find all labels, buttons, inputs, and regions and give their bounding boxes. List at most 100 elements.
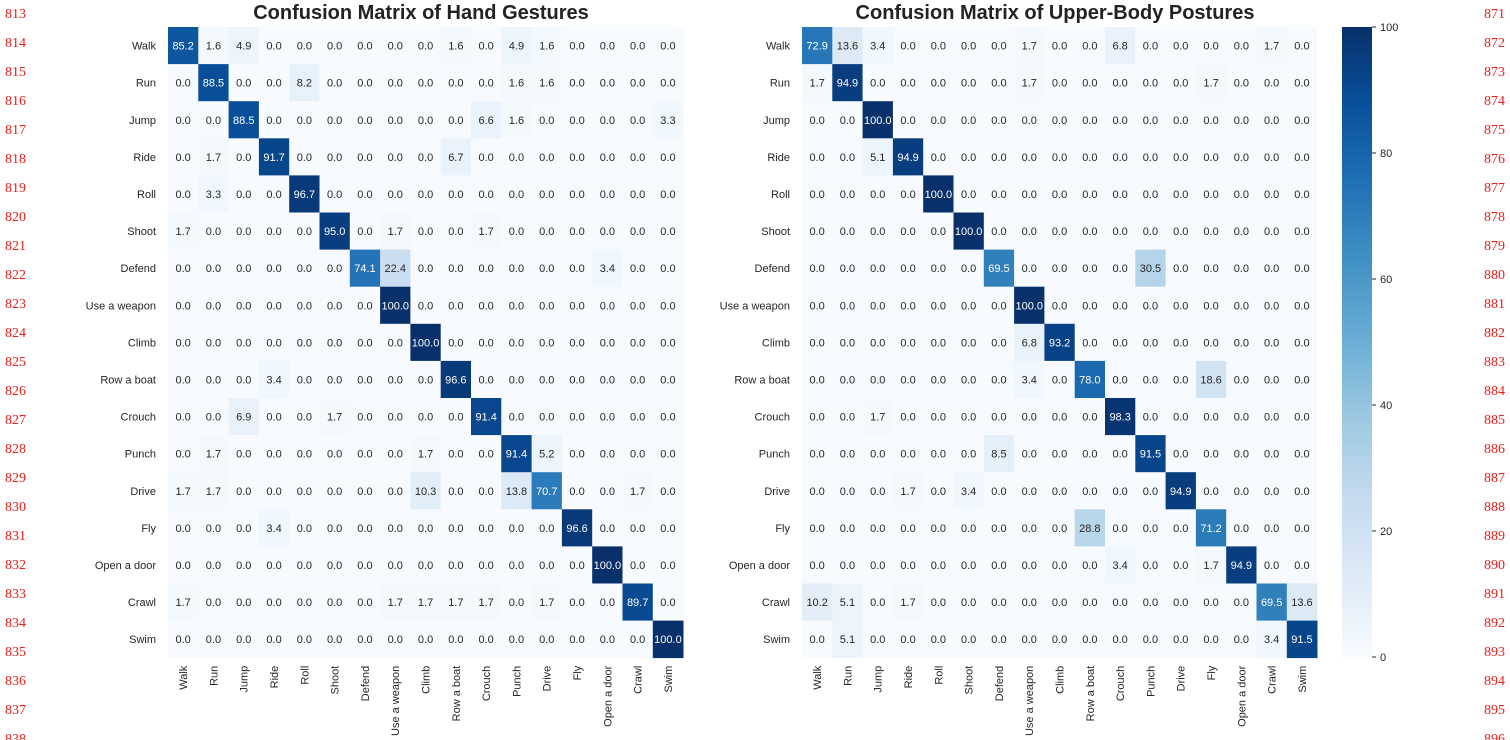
posture-cell [1286,472,1318,510]
hand-cell-value: 0.0 [357,634,372,646]
posture-cell [983,175,1015,213]
posture-cell [983,435,1015,473]
posture-cell-value: 0.0 [1173,560,1188,572]
posture-cell-value: 0.0 [840,560,855,572]
hand-cell [471,175,502,213]
hand-cell-value: 0.0 [297,115,312,127]
posture-cell [832,212,863,250]
hand-cell-value: 0.0 [206,597,221,609]
hand-cell [501,175,532,213]
hand-cell [410,249,442,288]
hand-cell [440,323,472,362]
hand-cell [410,435,442,473]
hand-cell [561,101,593,139]
hand-cell [258,249,290,288]
hand-cell [622,360,654,399]
posture-cell [983,101,1015,139]
posture-cell-value: 0.0 [1052,300,1067,312]
posture-cell-value: 0.0 [961,115,976,127]
hand-cell [561,398,593,436]
posture-cell [983,249,1015,288]
posture-cell [1074,509,1106,547]
posture-cell [923,546,954,584]
posture-cell-value: 0.0 [1113,115,1128,127]
posture-cell-value: 3.4 [1264,634,1279,646]
posture-cell [983,27,1015,65]
line-number: 815 [5,65,26,80]
hand-cell-value: 0.0 [297,300,312,312]
posture-cell-value: 0.0 [931,560,946,572]
posture-cell-value: 0.0 [931,374,946,386]
posture-cell [1286,138,1318,176]
hand-cell [652,249,684,288]
hand-cell-value: 0.0 [206,374,221,386]
hand-cell-value: 22.4 [385,263,406,275]
line-number: 871 [1484,7,1505,22]
hand-cell [622,435,654,473]
posture-cell [1195,212,1227,250]
posture-cell-value: 0.0 [1173,115,1188,127]
hand-row-label: Punch [125,449,156,461]
hand-cell-value: 0.0 [448,412,463,424]
posture-cell-value: 0.0 [931,486,946,498]
posture-cell-value: 0.0 [1173,597,1188,609]
line-number: 893 [1484,645,1505,660]
hand-cell-value: 0.0 [418,189,433,201]
posture-cell [1044,546,1076,584]
hand-cell [531,101,563,139]
hand-cell [380,360,411,399]
hand-cell-value: 0.0 [266,634,281,646]
posture-cell-value: 0.0 [1264,263,1279,275]
posture-cell [1074,435,1106,473]
hand-cell [168,27,199,65]
posture-cell [1256,27,1288,65]
hand-cell-value: 1.7 [418,449,433,461]
posture-cell [862,472,894,510]
posture-cell [1044,27,1076,65]
posture-cell-value: 1.7 [1203,78,1218,90]
colorbar-gradient [1342,27,1372,657]
posture-cell-value: 0.0 [1294,226,1309,238]
hand-cell-value: 0.0 [388,634,403,646]
hand-cell [410,509,442,547]
posture-cell [1286,360,1318,399]
posture-cell-value: 0.0 [900,189,915,201]
posture-cell [1226,64,1257,102]
hand-cell [622,138,654,176]
posture-cell [832,620,863,659]
line-number: 878 [1484,210,1505,225]
hand-cell [289,323,320,362]
posture-cell [1256,360,1288,399]
hand-cell-value: 0.0 [660,300,675,312]
hand-cell [319,509,351,547]
hand-cell-value: 0.0 [236,263,251,275]
hand-cell [349,27,381,65]
posture-cell [953,101,985,139]
hand-cell-value: 0.0 [479,300,494,312]
hand-cell [349,138,381,176]
posture-cell [1226,472,1257,510]
posture-cell [1195,472,1227,510]
hand-cell-value: 0.0 [418,263,433,275]
hand-cell-value: 0.0 [388,41,403,53]
hand-cell-value: 0.0 [569,115,584,127]
hand-cell [440,212,472,250]
posture-cell [953,360,985,399]
hand-cell-value: 1.6 [448,41,463,53]
hand-cell-value: 0.0 [539,374,554,386]
hand-cell-value: 0.0 [600,226,615,238]
hand-cell-value: 0.0 [630,523,645,535]
posture-cell-value: 0.0 [1234,189,1249,201]
hand-cell [622,509,654,547]
hand-cell [198,212,229,250]
hand-cell-value: 0.0 [509,337,524,349]
posture-cell-value: 0.0 [1143,523,1158,535]
hand-cell-value: 0.0 [569,41,584,53]
line-number: 889 [1484,529,1505,544]
hand-cell-value: 0.0 [630,189,645,201]
posture-cell-value: 0.0 [1294,78,1309,90]
hand-cell [258,64,290,102]
hand-cell-value: 0.0 [660,41,675,53]
hand-cell [289,583,320,621]
hand-cell [592,27,623,65]
